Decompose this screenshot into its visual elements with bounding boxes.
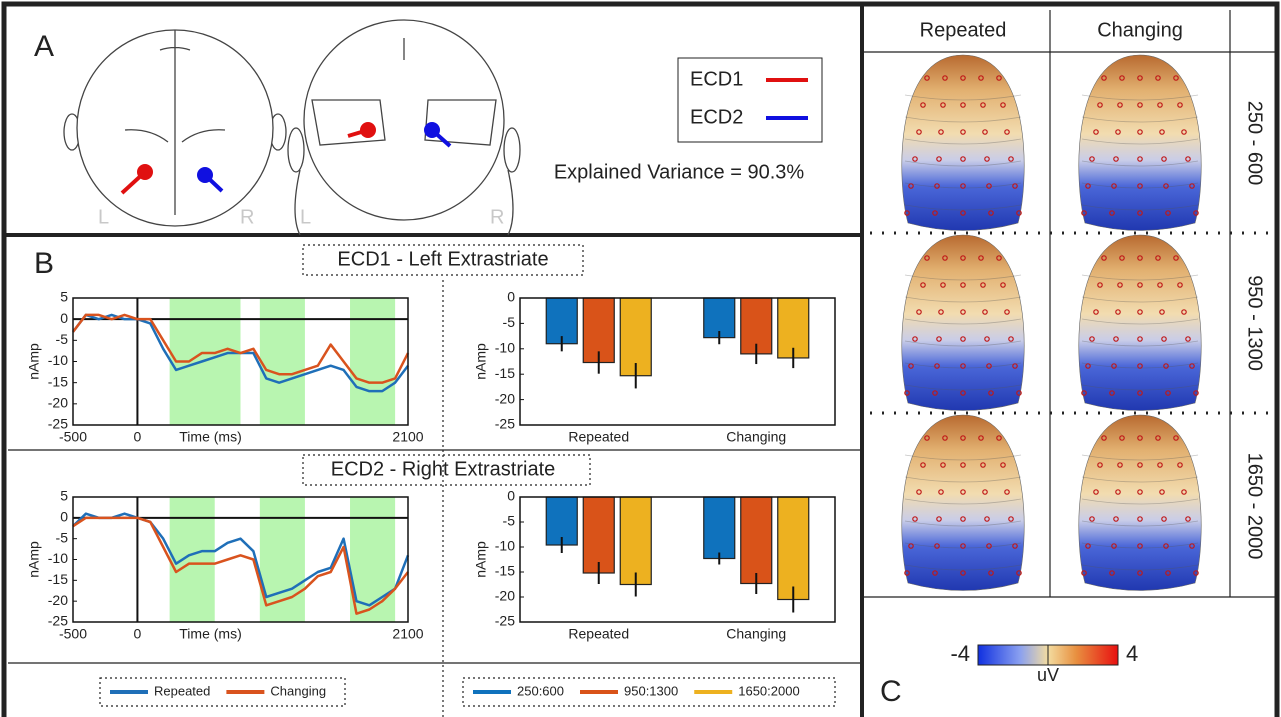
legend-label: 950:1300 <box>624 683 678 698</box>
chart-title: ECD2 - Right Extrastriate <box>331 458 556 480</box>
y-tick-label: -5 <box>503 513 516 529</box>
legend-label: ECD2 <box>690 106 743 128</box>
y-tick-label: -10 <box>48 352 68 368</box>
legend-label: Changing <box>270 683 326 698</box>
bar <box>583 497 614 573</box>
row-label: 1650 - 2000 <box>1244 453 1266 560</box>
legend-label: ECD1 <box>690 68 743 90</box>
x-tick-label: 2100 <box>392 429 423 445</box>
x-tick-label: 2100 <box>392 626 423 642</box>
y-tick-label: -15 <box>48 373 68 389</box>
x-tick-label: 0 <box>134 429 142 445</box>
colorbar-min: -4 <box>950 641 970 666</box>
y-tick-label: -25 <box>48 416 68 432</box>
scalp-map <box>902 235 1024 411</box>
y-tick-label: -25 <box>48 613 68 629</box>
y-tick-label: -15 <box>495 563 515 579</box>
x-tick-label: Repeated <box>568 429 629 445</box>
bar <box>778 497 809 600</box>
y-tick-label: -10 <box>495 538 515 554</box>
legend-label: 250:600 <box>517 683 564 698</box>
column-header: Repeated <box>920 19 1007 41</box>
side-label: R <box>240 206 254 228</box>
y-axis-label: nAmp <box>26 541 42 578</box>
column-header: Changing <box>1097 19 1183 41</box>
side-label: L <box>300 206 311 228</box>
y-tick-label: 0 <box>60 310 68 326</box>
y-tick-label: -25 <box>495 416 515 432</box>
y-tick-label: -20 <box>48 592 68 608</box>
scalp-map <box>1079 235 1201 411</box>
y-tick-label: 5 <box>60 488 68 504</box>
y-tick-label: 5 <box>60 289 68 305</box>
row-label: 250 - 600 <box>1244 101 1266 186</box>
colorbar-max: 4 <box>1126 641 1138 666</box>
y-tick-label: -25 <box>495 613 515 629</box>
scalp-map <box>1079 55 1201 231</box>
y-tick-label: 0 <box>60 509 68 525</box>
y-tick-label: -5 <box>56 331 69 347</box>
x-tick-label: Changing <box>726 626 786 642</box>
panel-label: C <box>880 675 902 708</box>
y-axis-label: nAmp <box>473 343 489 380</box>
highlight-window <box>170 497 215 622</box>
panel-label: A <box>34 30 54 63</box>
bar <box>620 497 651 585</box>
x-tick-label: Repeated <box>568 626 629 642</box>
highlight-window <box>260 298 305 425</box>
x-axis-label: Time (ms) <box>179 626 241 642</box>
y-tick-label: -20 <box>48 395 68 411</box>
colorbar-unit: uV <box>1037 665 1059 685</box>
x-tick-label: 0 <box>134 626 142 642</box>
panel-label: B <box>34 247 54 280</box>
scalp-map <box>902 55 1024 231</box>
bar <box>741 497 772 584</box>
y-tick-label: -20 <box>495 390 515 406</box>
y-tick-label: -15 <box>48 571 68 587</box>
chart-title: ECD1 - Left Extrastriate <box>337 248 548 270</box>
highlight-window <box>350 298 395 425</box>
x-axis-label: Time (ms) <box>179 429 241 445</box>
legend-label: 1650:2000 <box>738 683 799 698</box>
y-axis-label: nAmp <box>26 343 42 380</box>
bar <box>704 497 735 559</box>
y-tick-label: -5 <box>503 314 516 330</box>
scalp-map <box>902 415 1024 591</box>
explained-variance: Explained Variance = 90.3% <box>554 161 805 183</box>
x-tick-label: Changing <box>726 429 786 445</box>
y-axis-label: nAmp <box>473 541 489 578</box>
y-tick-label: -10 <box>495 340 515 356</box>
scalp-map <box>1079 415 1201 591</box>
legend-label: Repeated <box>154 683 210 698</box>
y-tick-label: -15 <box>495 365 515 381</box>
side-label: R <box>490 206 504 228</box>
y-tick-label: -20 <box>495 588 515 604</box>
y-tick-label: -10 <box>48 550 68 566</box>
side-label: L <box>98 206 109 228</box>
y-tick-label: 0 <box>507 289 515 305</box>
y-tick-label: 0 <box>507 488 515 504</box>
row-label: 950 - 1300 <box>1244 275 1266 371</box>
y-tick-label: -5 <box>56 529 69 545</box>
figure: A L R L R ECD1 ECD2 Explained Variance =… <box>0 0 1281 717</box>
